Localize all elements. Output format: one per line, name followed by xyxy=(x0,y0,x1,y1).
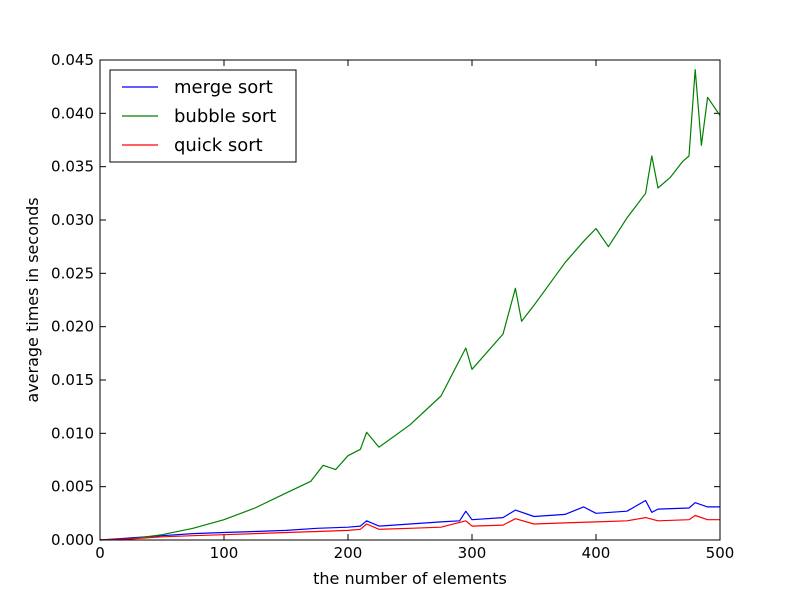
x-tick-label: 300 xyxy=(458,544,487,562)
x-tick-label: 100 xyxy=(210,544,239,562)
y-tick-label: 0.010 xyxy=(51,424,94,442)
plot-frame xyxy=(99,59,721,541)
x-tick-label: 0 xyxy=(95,544,105,562)
series-lines xyxy=(99,68,721,541)
series-line-merge-sort xyxy=(99,499,720,541)
series-line-quick-sort xyxy=(99,514,720,541)
y-tick-label: 0.030 xyxy=(51,211,94,229)
y-tick-label: 0.005 xyxy=(51,478,94,496)
y-tick-label: 0.000 xyxy=(51,531,94,549)
y-tick-label: 0.045 xyxy=(51,51,94,69)
legend-label: quick sort xyxy=(174,135,263,156)
y-tick-label: 0.020 xyxy=(51,318,94,336)
y-tick-label: 0.025 xyxy=(51,264,94,282)
legend-label: bubble sort xyxy=(174,106,276,127)
y-axis-label: average times in seconds xyxy=(23,197,42,402)
x-tick-label: 400 xyxy=(582,544,611,562)
x-tick-label: 500 xyxy=(706,544,735,562)
x-axis-label: the number of elements xyxy=(313,569,507,588)
axis-ticks: 0 100 200 300 400 500 0.000 0.005 0.010 0.015 0.02… xyxy=(51,51,734,562)
legend: merge sort bubble sort quick sort xyxy=(109,69,297,163)
y-tick-label: 0.015 xyxy=(51,371,94,389)
legend-label: merge sort xyxy=(174,77,273,98)
y-tick-label: 0.035 xyxy=(51,158,94,176)
y-tick-label: 0.040 xyxy=(51,104,94,122)
x-tick-label: 200 xyxy=(334,544,363,562)
series-line-bubble-sort xyxy=(99,68,721,541)
